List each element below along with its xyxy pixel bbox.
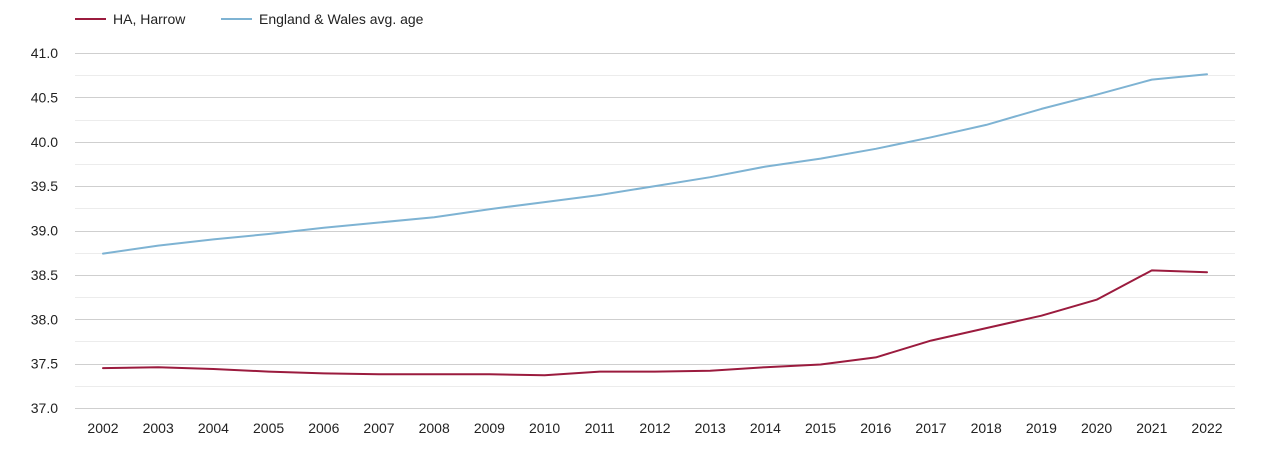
x-tick-label: 2016 xyxy=(860,420,891,436)
y-tick-label: 39.0 xyxy=(31,223,58,239)
x-tick-label: 2004 xyxy=(198,420,229,436)
legend-label-harrow: HA, Harrow xyxy=(113,11,186,27)
y-tick-label: 38.0 xyxy=(31,311,58,327)
series-line-harrow xyxy=(102,269,1208,377)
x-tick-label: 2022 xyxy=(1191,420,1222,436)
legend-label-england-wales: England & Wales avg. age xyxy=(259,11,424,27)
x-tick-label: 2007 xyxy=(363,420,394,436)
x-tick-label: 2006 xyxy=(308,420,339,436)
x-tick-label: 2017 xyxy=(915,420,946,436)
x-tick-label: 2009 xyxy=(474,420,505,436)
y-tick-label: 40.0 xyxy=(31,134,58,150)
y-tick-label: 37.5 xyxy=(31,356,58,372)
major-grid xyxy=(75,53,1235,409)
y-axis-tick-labels: 37.0 37.5 38.0 38.5 39.0 39.5 40.0 40.5 41.0 xyxy=(31,45,58,416)
x-tick-label: 2008 xyxy=(419,420,450,436)
x-tick-label: 2010 xyxy=(529,420,560,436)
x-tick-label: 2013 xyxy=(695,420,726,436)
y-tick-label: 37.0 xyxy=(31,400,58,416)
legend: HA, Harrow England & Wales avg. age xyxy=(75,11,424,27)
series-lines xyxy=(102,73,1208,377)
y-tick-label: 39.5 xyxy=(31,178,58,194)
x-tick-label: 2005 xyxy=(253,420,284,436)
x-tick-label: 2012 xyxy=(639,420,670,436)
y-tick-label: 41.0 xyxy=(31,45,58,61)
x-tick-label: 2020 xyxy=(1081,420,1112,436)
x-tick-label: 2011 xyxy=(585,420,615,436)
x-tick-label: 2002 xyxy=(87,420,118,436)
y-tick-label: 38.5 xyxy=(31,267,58,283)
series-line-england-wales xyxy=(102,73,1208,255)
x-tick-label: 2019 xyxy=(1026,420,1057,436)
x-axis-tick-labels: 2002 2003 2004 2005 2006 2007 2008 2009 2010 2011… xyxy=(87,420,1222,436)
x-tick-label: 2015 xyxy=(805,420,836,436)
minor-grid xyxy=(75,75,1235,387)
x-tick-label: 2003 xyxy=(143,420,174,436)
x-tick-label: 2021 xyxy=(1136,420,1167,436)
y-tick-label: 40.5 xyxy=(31,89,58,105)
x-tick-label: 2018 xyxy=(971,420,1002,436)
x-tick-label: 2014 xyxy=(750,420,781,436)
